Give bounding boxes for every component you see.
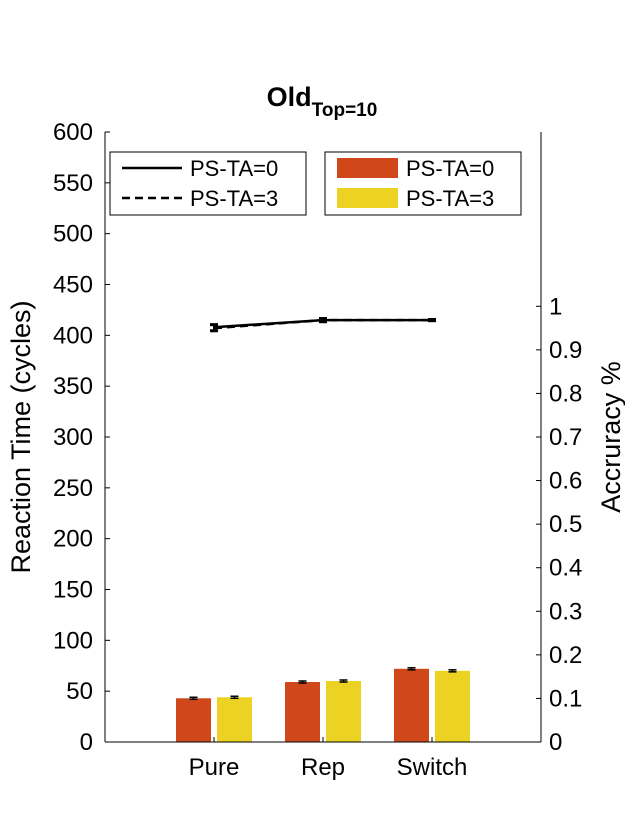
y-tick-label: 150: [53, 577, 93, 604]
y-axis-label: Reaction Time (cycles): [6, 300, 36, 573]
y2-tick-label: 0.4: [549, 555, 582, 582]
y-tick-label: 400: [53, 322, 93, 349]
bars-layer: [176, 667, 470, 742]
chart-title-main: Old: [267, 82, 312, 112]
chart-title: OldTop=10: [267, 82, 378, 121]
y2-tick-label: 0.6: [549, 468, 582, 495]
legend-lines: PS-TA=0 PS-TA=3: [109, 151, 307, 216]
axes-layer: 0 50 100 150 200 250 300 350 400 450 500 550 600 0 0.1…: [53, 119, 582, 781]
y2-tick-label: 0.2: [549, 642, 582, 669]
y-tick-label: 550: [53, 170, 93, 197]
bar: [326, 681, 361, 742]
y2-tick-label: 0.8: [549, 380, 582, 407]
y-tick-label: 600: [53, 119, 93, 146]
y-tick-label: 250: [53, 475, 93, 502]
legend-bar-swatch: [337, 188, 398, 208]
legend-bar-label: PS-TA=3: [406, 186, 494, 211]
y-tick-label: 350: [53, 373, 93, 400]
x-tick-label: Pure: [189, 754, 240, 781]
y-tick-label: 500: [53, 221, 93, 248]
y-tick-label: 300: [53, 424, 93, 451]
y-tick-label: 100: [53, 627, 93, 654]
bar: [435, 670, 470, 742]
bar: [285, 682, 320, 742]
y2-tick-label: 0.5: [549, 511, 582, 538]
y-tick-label: 450: [53, 272, 93, 299]
bar: [217, 697, 252, 742]
y2-tick-label: 0.7: [549, 424, 582, 451]
legend-bar-label: PS-TA=0: [406, 156, 494, 181]
y2-tick-label: 0.1: [549, 685, 582, 712]
y-tick-label: 0: [80, 729, 93, 756]
bar: [176, 698, 211, 742]
y-tick-label: 50: [66, 678, 93, 705]
y2-tick-label: 0.9: [549, 337, 582, 364]
lines-layer: [210, 317, 436, 333]
x-tick-label: Switch: [397, 754, 468, 781]
legend-line-label: PS-TA=0: [190, 156, 278, 181]
bar: [394, 668, 429, 742]
x-tick-label: Rep: [301, 754, 345, 781]
y2-tick-label: 0.3: [549, 598, 582, 625]
y2-tick-label: 1: [549, 293, 562, 320]
y-tick-label: 200: [53, 526, 93, 553]
legend-line-label: PS-TA=3: [190, 186, 278, 211]
legend-bars: PS-TA=0 PS-TA=3: [324, 151, 522, 216]
legend-bar-swatch: [337, 158, 398, 178]
y2-tick-label: 0: [549, 729, 562, 756]
chart-title-subscript: Top=10: [312, 100, 378, 121]
legend-lines-box: [109, 151, 307, 216]
y2-axis-label: Accruracy %: [596, 361, 625, 513]
